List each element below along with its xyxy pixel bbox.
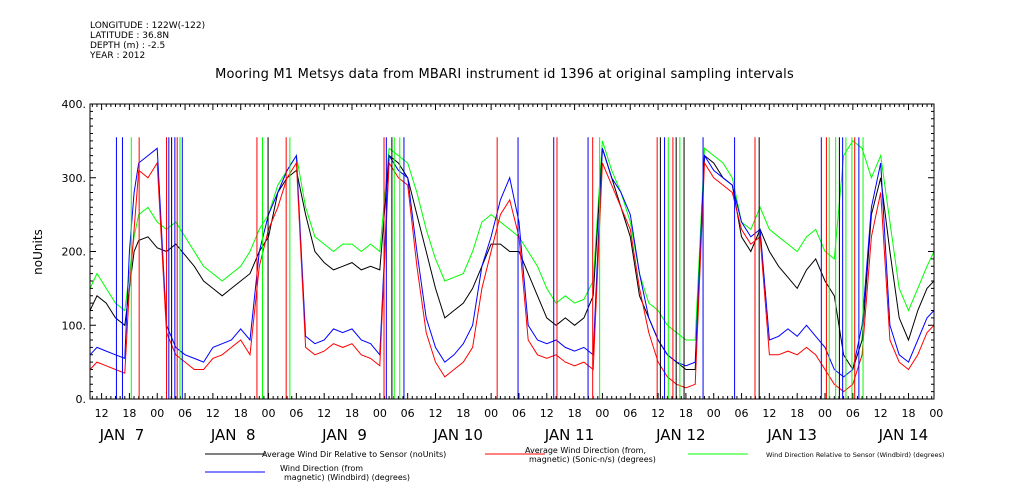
x-tick-label: 18 xyxy=(122,407,136,420)
x-tick-label: 00 xyxy=(150,407,164,420)
metadata-block: LONGITUDE : 122W(-122) LATITUDE : 36.8N … xyxy=(90,21,205,61)
x-tick-label: 12 xyxy=(317,407,331,420)
x-tick-label: 12 xyxy=(762,407,776,420)
y-tick-label: 300. xyxy=(62,172,87,185)
series-line xyxy=(90,147,934,378)
x-tick-label: 12 xyxy=(428,407,442,420)
x-tick-label: 18 xyxy=(234,407,248,420)
y-tick-label: 200. xyxy=(62,246,87,259)
y-tick-labels: 0. 100. 200. 300. 400. xyxy=(62,98,87,406)
day-label: JAN 14 xyxy=(878,426,929,444)
legend-label: Wind Direction (from xyxy=(280,464,363,473)
day-labels: JAN 7 JAN 8 JAN 9 JAN 10 JAN 11 JAN 12 JAN 13 J… xyxy=(99,426,929,444)
series-line xyxy=(90,148,934,371)
legend-label: magnetic) (Sonic-n/s) (degrees) xyxy=(529,455,656,464)
day-label: JAN 9 xyxy=(321,426,367,444)
y-tick-label: 0. xyxy=(76,393,87,406)
day-label: JAN 10 xyxy=(432,426,483,444)
x-tick-label: 06 xyxy=(401,407,415,420)
x-tick-label: 12 xyxy=(95,407,109,420)
y-axis-label: noUnits xyxy=(31,229,45,275)
series-line xyxy=(90,140,934,341)
day-label: JAN 12 xyxy=(655,426,706,444)
latitude-label: LATITUDE : 36.8N xyxy=(90,31,170,41)
x-tick-label: 18 xyxy=(345,407,359,420)
day-label: JAN 8 xyxy=(210,426,256,444)
longitude-label: LONGITUDE : 122W(-122) xyxy=(90,21,206,31)
x-tick-label: 00 xyxy=(484,407,498,420)
x-tick-label: 12 xyxy=(874,407,888,420)
x-tick-label: 18 xyxy=(901,407,915,420)
series-layer xyxy=(90,137,934,399)
y-tick-label: 400. xyxy=(62,98,87,111)
x-tick-label: 00 xyxy=(373,407,387,420)
plot-frame xyxy=(89,103,935,400)
legend: Average Wind Dir Relative to Sensor (noU… xyxy=(205,446,944,482)
x-tick-label: 00 xyxy=(707,407,721,420)
day-label: JAN 11 xyxy=(544,426,595,444)
day-label: JAN 7 xyxy=(99,426,145,444)
x-tick-label: 12 xyxy=(651,407,665,420)
x-tick-label: 18 xyxy=(456,407,470,420)
x-tick-label: 00 xyxy=(595,407,609,420)
day-label: JAN 13 xyxy=(766,426,817,444)
x-tick-label: 06 xyxy=(178,407,192,420)
x-tick-label: 12 xyxy=(540,407,554,420)
x-tick-label: 00 xyxy=(262,407,276,420)
series-line xyxy=(90,161,934,393)
x-tick-label: 06 xyxy=(846,407,860,420)
legend-label: Wind Direction Relative to Sensor (Windb… xyxy=(766,451,944,459)
x-tick-label: 06 xyxy=(735,407,749,420)
x-tick-label: 06 xyxy=(623,407,637,420)
x-tick-label: 06 xyxy=(289,407,303,420)
year-label: YEAR : 2012 xyxy=(90,51,146,61)
x-tick-label: 00 xyxy=(929,407,943,420)
x-tick-label: 12 xyxy=(206,407,220,420)
legend-label: magnetic) (Windbird) (degrees) xyxy=(284,473,410,482)
x-tick-label: 00 xyxy=(818,407,832,420)
chart-title: Mooring M1 Metsys data from MBARI instru… xyxy=(215,67,794,82)
x-tick-label: 18 xyxy=(679,407,693,420)
x-tick-labels: 12 18 00 06 12 18 00 06 12 18 00 06 12 18 00 06 12 18 00 06… xyxy=(95,407,944,420)
legend-label: Average Wind Direction (from, xyxy=(525,446,646,455)
x-tick-label: 18 xyxy=(790,407,804,420)
x-tick-label: 18 xyxy=(568,407,582,420)
depth-label: DEPTH (m) : -2.5 xyxy=(90,41,166,51)
y-tick-label: 100. xyxy=(62,319,87,332)
x-tick-label: 06 xyxy=(512,407,526,420)
legend-label: Average Wind Dir Relative to Sensor (noU… xyxy=(262,450,446,459)
